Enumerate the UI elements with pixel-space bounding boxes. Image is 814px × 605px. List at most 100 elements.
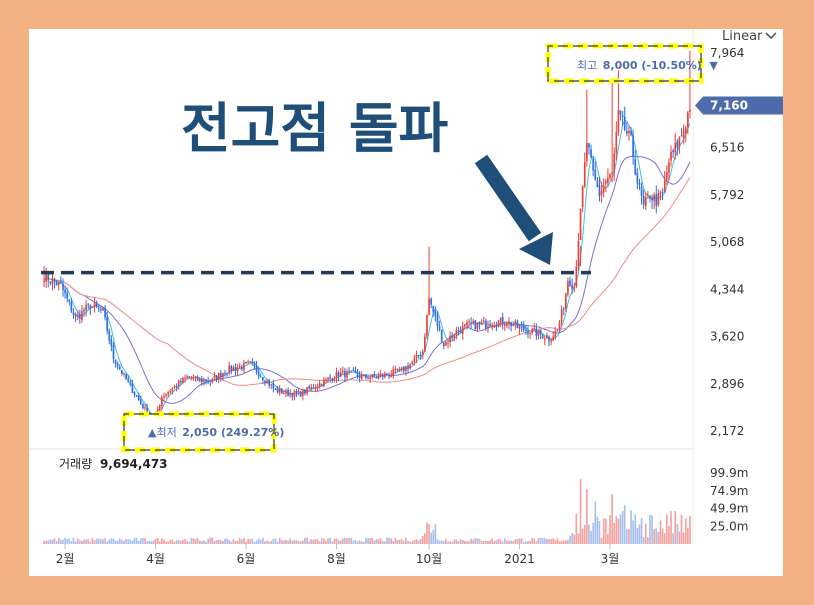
volume-bar [651, 515, 653, 544]
volume-bar [268, 541, 271, 544]
candle-body [87, 304, 90, 306]
volume-bar [514, 539, 517, 544]
candle-body [571, 285, 573, 289]
volume-bar [558, 541, 561, 544]
candle-body [360, 375, 363, 379]
chevron-down-icon[interactable] [765, 32, 777, 39]
volume-bar [255, 540, 258, 544]
volume-bar [499, 539, 502, 544]
volume-bar [548, 538, 550, 544]
volume-bar [615, 516, 618, 544]
volume-bar [43, 540, 45, 544]
volume-bar [661, 528, 664, 544]
candle-body [280, 388, 283, 394]
time-axis: 2월 4월 6월 8월 10월 2021 3월 [56, 544, 620, 566]
volume-bar [329, 537, 332, 544]
candle-body [121, 370, 123, 374]
candle-body [615, 131, 618, 154]
candle-body [335, 372, 338, 379]
volume-bar [684, 518, 687, 544]
candle-body [234, 366, 237, 371]
candle-body [520, 326, 523, 328]
candle-body [327, 377, 329, 380]
volume-bar [270, 540, 273, 544]
current-price-tag: 7,160 [695, 96, 783, 115]
x-tick-label: 8월 [327, 552, 346, 566]
volume-bar [550, 539, 552, 544]
volume-bar [264, 541, 266, 544]
candle-body [670, 151, 672, 161]
volume-bar [108, 539, 111, 544]
candle-body [459, 331, 462, 333]
volume-bar [402, 540, 405, 544]
candle-body [341, 371, 344, 373]
candle-body [70, 302, 73, 312]
stock-chart: Linear 전고점 돌파 7,964 6,516 5,792 5,068 4,344 3… [29, 29, 783, 566]
candle-body [60, 281, 62, 284]
candle-body [407, 365, 409, 369]
candle-body [133, 392, 136, 395]
volume-bar [224, 538, 226, 544]
candle-body [323, 379, 325, 387]
candle-body [215, 376, 218, 380]
candle-body [184, 377, 186, 379]
candle-body [127, 378, 130, 383]
candle-body [97, 308, 100, 310]
candle-body [66, 292, 69, 299]
volume-bar [430, 532, 433, 544]
candle-body [203, 379, 205, 382]
volume-bar [508, 540, 510, 544]
volume-bar [461, 540, 464, 544]
candle-body [623, 116, 626, 130]
volume-bar [478, 538, 481, 544]
candle-body [466, 322, 468, 326]
low-value: 2,050 (249.27%) [182, 426, 284, 439]
high-annotation: 최고 8,000 (-10.50%) ▼ [545, 43, 718, 84]
scale-label[interactable]: Linear [722, 29, 763, 44]
candle-body [255, 365, 258, 373]
candle-body [634, 158, 637, 175]
volume-bar [152, 540, 155, 544]
candle-body [487, 326, 489, 329]
candle-body [642, 196, 645, 205]
volume-bar [642, 537, 645, 544]
candle-body [259, 376, 262, 378]
candle-body [682, 130, 685, 139]
volume-bar [630, 510, 632, 544]
volume-bar [363, 541, 365, 544]
candle-body [402, 366, 405, 372]
volume-bar [520, 538, 523, 544]
volume-bar [285, 539, 287, 544]
volume-bar [89, 541, 92, 544]
candle-body [213, 376, 216, 378]
candle-body [64, 289, 66, 294]
volume-bar [209, 537, 212, 544]
candle-body [264, 380, 266, 383]
candle-body [529, 333, 531, 335]
candle-body [447, 342, 449, 344]
headline: 전고점 돌파 [181, 97, 449, 160]
volume-bar [184, 538, 186, 544]
candle-body [337, 372, 340, 377]
candle-body [354, 371, 357, 374]
volume-bar [243, 538, 245, 544]
volume-bar [47, 540, 50, 544]
candle-body [409, 364, 411, 368]
candle-body [108, 330, 111, 341]
volume-bar [466, 541, 468, 544]
volume-bar [600, 538, 603, 544]
candle-body [137, 395, 140, 400]
candle-body [522, 325, 525, 331]
volume-bar [251, 538, 254, 544]
candle-body [472, 320, 475, 324]
x-tick-label: 3월 [601, 552, 620, 566]
volume-bar [236, 540, 239, 544]
candle-body [602, 185, 605, 193]
candle-body [240, 366, 243, 369]
candle-body [224, 372, 226, 374]
volume-bar [201, 541, 203, 544]
volume-bar [62, 539, 64, 544]
volume-bar [516, 539, 519, 544]
candle-body [49, 282, 52, 284]
candle-body [438, 326, 441, 330]
